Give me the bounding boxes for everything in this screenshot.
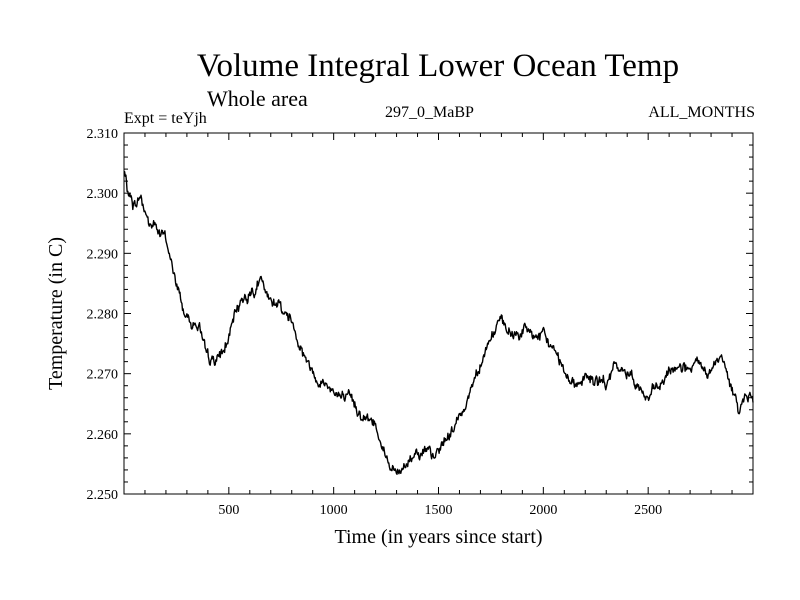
experiment-label: Expt = teYjh	[124, 110, 207, 127]
plot-frame	[123, 132, 754, 495]
y-tick-label: 2.260	[87, 428, 119, 443]
chart-subtitle: Whole area	[207, 86, 308, 111]
x-axis-title: Time (in years since start)	[334, 526, 542, 548]
period-label: 297_0_MaBP	[385, 104, 474, 121]
y-tick-label: 2.280	[87, 308, 119, 323]
series-layer	[123, 170, 754, 475]
y-tick-label: 2.290	[87, 247, 119, 262]
y-tick-label: 2.310	[87, 127, 119, 142]
y-tick-label: 2.250	[87, 488, 119, 503]
y-axis-title: Temperature (in C)	[45, 237, 67, 390]
y-tick-label: 2.300	[87, 187, 119, 202]
x-tick-label: 2500	[634, 503, 662, 518]
chart-title: Volume Integral Lower Ocean Temp	[196, 48, 680, 84]
x-tick-label: 1000	[320, 503, 348, 518]
x-tick-label: 2000	[529, 503, 557, 518]
x-tick-label: 500	[218, 503, 239, 518]
x-tick-label: 1500	[425, 503, 453, 518]
y-tick-label: 2.270	[87, 368, 119, 383]
months-label: ALL_MONTHS	[648, 104, 755, 121]
series-line	[123, 170, 754, 475]
axis-ticks	[124, 132, 753, 495]
tick-labels: 2.250 2.260 2.270 2.280 2.290 2.300 2.310 500 10…	[87, 127, 663, 518]
